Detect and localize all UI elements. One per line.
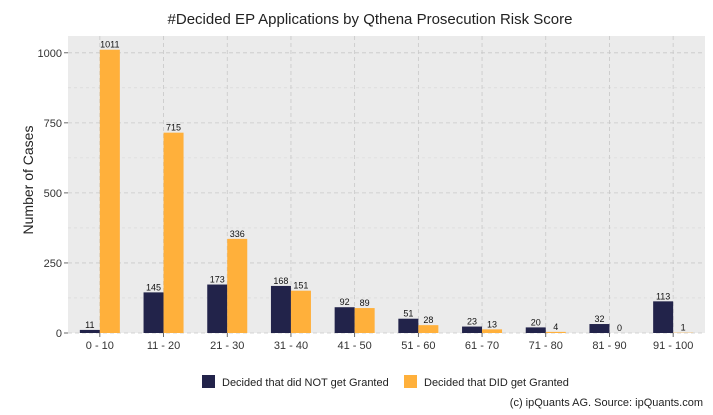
bar-not-granted [462,326,483,333]
data-label-not-granted: 23 [467,317,477,327]
bar-not-granted [207,284,228,333]
bars [79,49,694,333]
data-label-not-granted: 20 [531,317,541,327]
bar-granted [99,49,120,333]
bar-granted [163,132,184,333]
legend-label-not-granted: Decided that did NOT get Granted [222,377,389,389]
data-label-not-granted: 168 [273,276,288,286]
x-tick-label: 11 - 20 [147,340,180,352]
legend-swatch-not-granted [202,375,215,388]
chart-caption: (c) ipQuants AG. Source: ipQuants.com [510,397,703,409]
y-tick-label: 1000 [38,48,62,60]
y-tick-label: 250 [44,258,62,270]
data-label-granted: 28 [423,315,433,325]
bar-not-granted [653,301,674,333]
legend: Decided that did NOT get Granted Decided… [202,375,569,389]
y-tick-label: 500 [44,188,62,200]
data-label-granted: 0 [617,323,622,333]
legend-label-granted: Decided that DID get Granted [424,377,569,389]
data-label-not-granted: 113 [656,291,670,301]
bar-granted [418,325,439,333]
bar-not-granted [398,318,419,333]
data-label-granted: 1 [681,323,686,333]
data-label-granted: 336 [230,229,245,239]
data-label-not-granted: 11 [85,320,94,330]
x-tick-label: 61 - 70 [465,340,499,352]
bar-granted [227,238,248,333]
bar-not-granted [143,292,164,333]
bar-granted [290,290,311,333]
x-tick-label: 31 - 40 [274,340,308,352]
data-label-granted: 89 [360,298,370,308]
x-tick-label: 21 - 30 [210,340,244,352]
grid-lines [68,36,705,334]
data-label-granted: 1011 [100,40,119,50]
y-axis: 0 250 500 750 1000 [38,48,68,340]
bar-granted [545,331,566,333]
chart-title: #Decided EP Applications by Qthena Prose… [168,11,573,28]
data-label-not-granted: 32 [594,314,604,324]
x-tick-label: 71 - 80 [529,340,563,352]
x-tick-label: 51 - 60 [401,340,435,352]
data-label-granted: 4 [553,322,558,332]
data-labels: 11 1011 145 715 173 336 168 151 92 89 51 28 23 13 20 4 3… [85,40,685,333]
y-tick-label: 750 [44,118,62,130]
bar-not-granted [270,285,291,333]
bar-not-granted [525,327,546,333]
bar-granted [482,329,503,333]
x-tick-label: 91 - 100 [653,340,693,352]
bar-granted [354,308,375,333]
y-axis-label: Number of Cases [20,126,36,235]
data-label-not-granted: 92 [340,297,350,307]
data-label-not-granted: 173 [210,275,225,285]
legend-swatch-granted [404,375,417,388]
x-tick-label: 81 - 90 [592,340,626,352]
bar-not-granted [589,324,610,333]
x-tick-label: 41 - 50 [338,340,372,352]
x-tick-label: 0 - 10 [86,340,114,352]
bar-not-granted [79,329,100,333]
data-label-not-granted: 51 [403,309,413,319]
data-label-granted: 13 [487,319,497,329]
data-label-not-granted: 145 [146,282,161,292]
data-label-granted: 151 [293,281,308,291]
y-tick-label: 0 [56,328,62,340]
x-axis: 0 - 10 11 - 20 21 - 30 31 - 40 41 - 50 51 - 6… [86,333,693,352]
data-label-granted: 715 [166,123,181,133]
bar-not-granted [334,307,355,333]
